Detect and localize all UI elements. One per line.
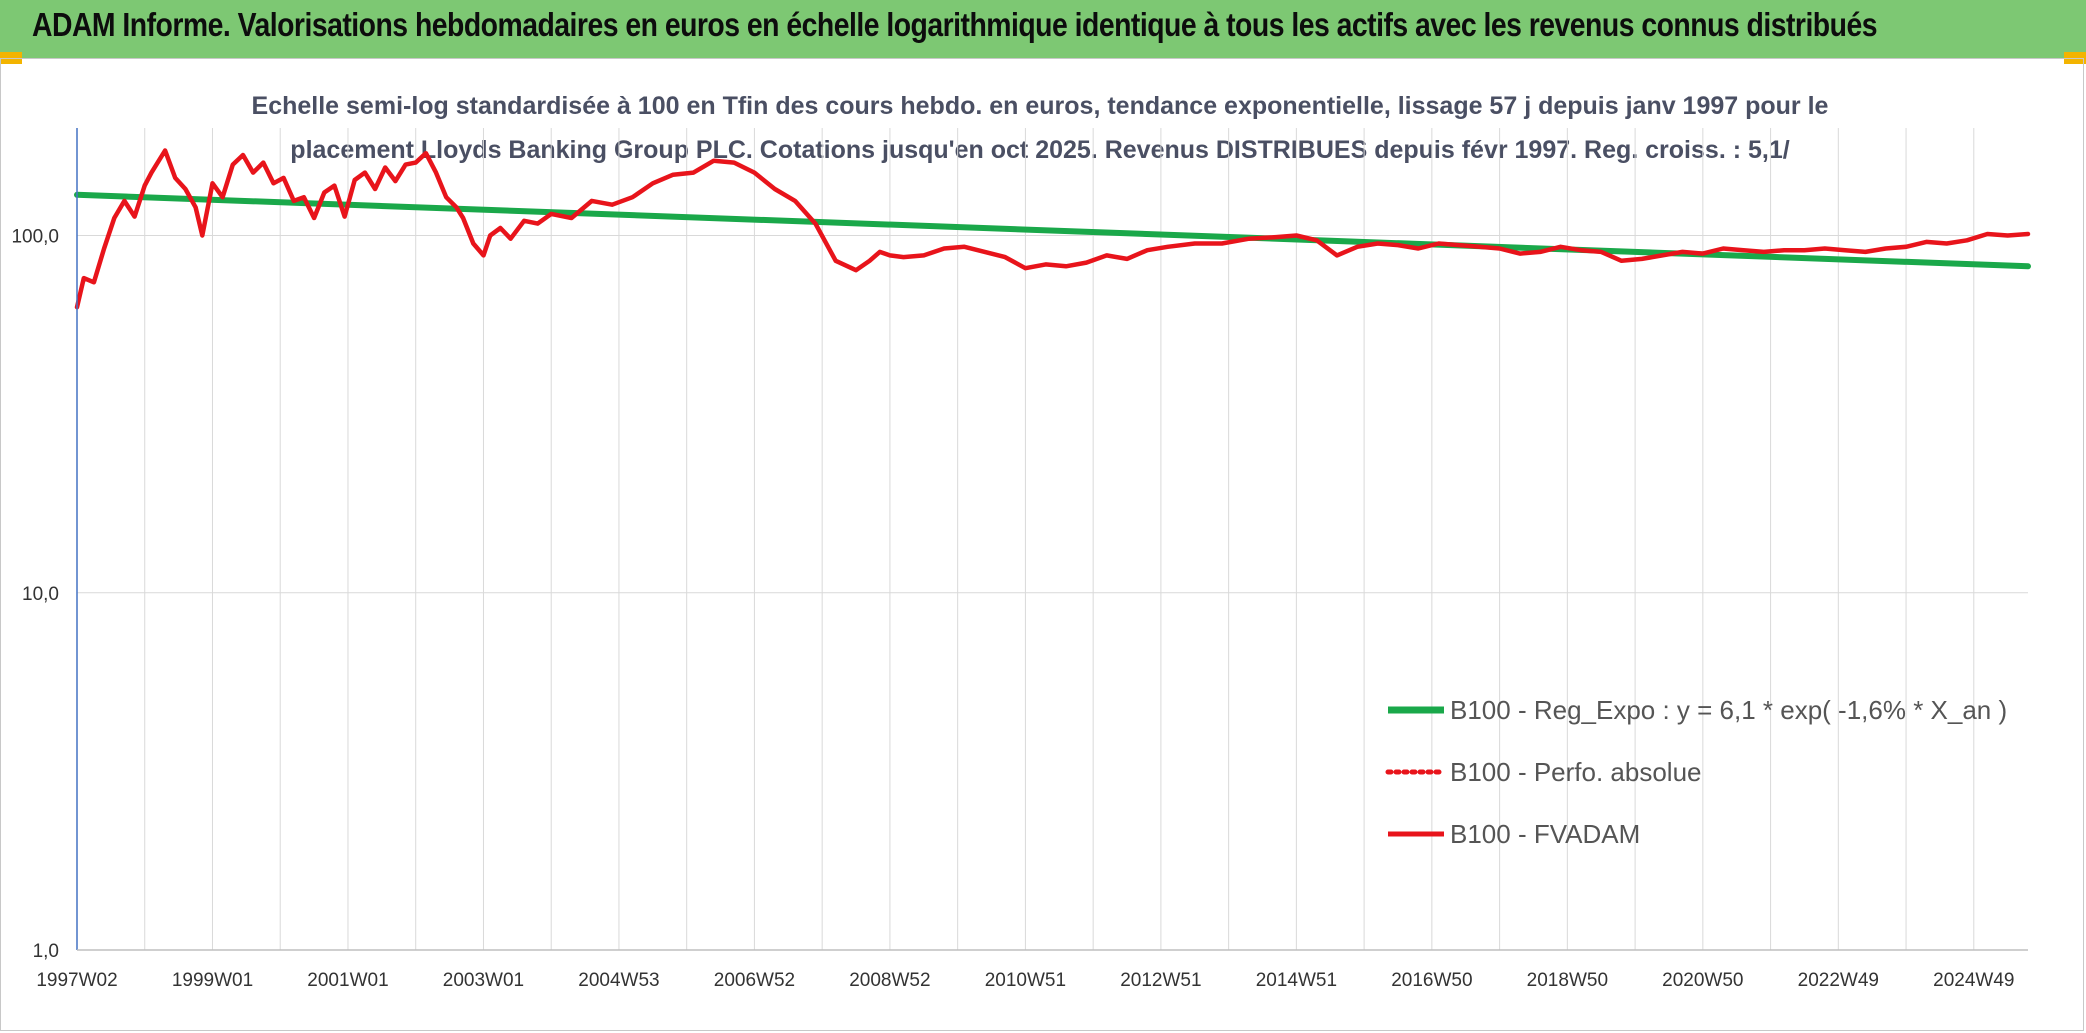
x-tick-label: 2018W50 xyxy=(1527,970,1608,991)
x-tick-label: 2003W01 xyxy=(443,970,524,991)
legend-label-1: B100 - Perfo. absolue xyxy=(1450,757,1702,787)
x-tick-label: 2020W50 xyxy=(1662,970,1743,991)
fvadam-line xyxy=(74,148,2031,310)
x-tick-label: 2024W49 xyxy=(1933,970,2014,991)
x-tick-label: 2008W52 xyxy=(849,970,930,991)
regression-line xyxy=(74,191,2031,270)
y-tick-label: 1,0 xyxy=(33,941,59,962)
y-tick-label: 100,0 xyxy=(11,227,59,248)
x-tick-label: 2006W52 xyxy=(714,970,795,991)
x-tick-label: 2010W51 xyxy=(985,970,1066,991)
x-tick-label: 2001W01 xyxy=(307,970,388,991)
chart-subtitle-line2: placement Lloyds Banking Group PLC. Cota… xyxy=(290,136,1789,164)
title-banner: ADAM Informe. Valorisations hebdomadaire… xyxy=(0,0,2086,58)
y-tick-label: 10,0 xyxy=(22,584,59,605)
legend-label-2: B100 - FVADAM xyxy=(1450,819,1640,849)
x-tick-label: 1999W01 xyxy=(172,970,253,991)
chart-frame xyxy=(0,58,2084,1031)
x-tick-label: 2004W53 xyxy=(578,970,659,991)
x-tick-label: 1997W02 xyxy=(36,970,117,991)
legend-label-0: B100 - Reg_Expo : y = 6,1 * exp( -1,6% *… xyxy=(1450,695,2007,725)
x-tick-label: 2012W51 xyxy=(1120,970,1201,991)
chart-subtitle-line1: Echelle semi-log standardisée à 100 en T… xyxy=(252,92,1829,120)
x-tick-label: 2014W51 xyxy=(1256,970,1337,991)
x-tick-label: 2016W50 xyxy=(1391,970,1472,991)
report-title: ADAM Informe. Valorisations hebdomadaire… xyxy=(32,6,1878,43)
x-tick-label: 2022W49 xyxy=(1798,970,1879,991)
